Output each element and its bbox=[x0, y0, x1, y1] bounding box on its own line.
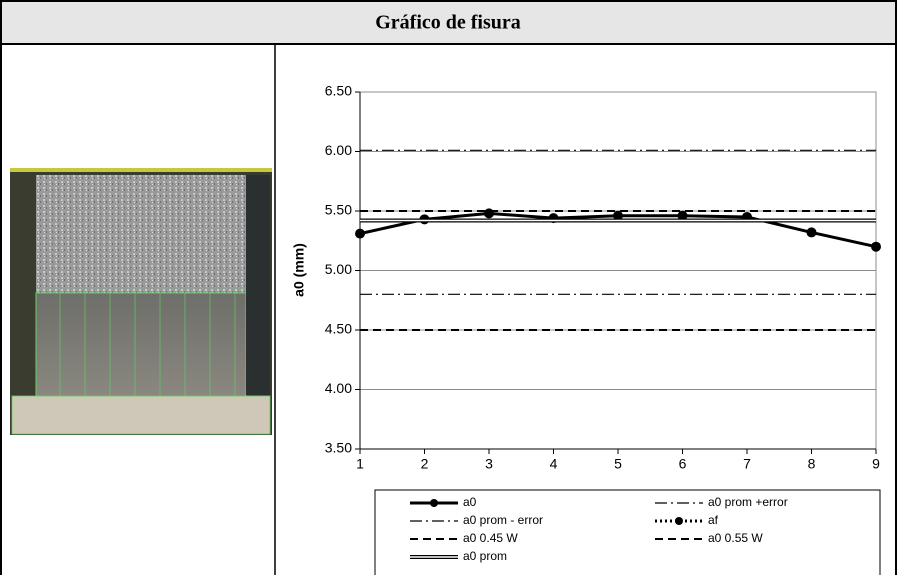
legend-label: a0 0.45 W bbox=[463, 531, 518, 545]
x-tick-label: 8 bbox=[808, 456, 816, 472]
x-tick-label: 1 bbox=[356, 456, 364, 472]
x-tick-label: 2 bbox=[421, 456, 429, 472]
legend-marker bbox=[675, 517, 683, 525]
y-tick-label: 4.00 bbox=[325, 380, 352, 396]
chart-title: Gráfico de fisura bbox=[375, 12, 521, 34]
point bbox=[355, 228, 365, 239]
y-tick-label: 5.50 bbox=[325, 202, 352, 218]
y-axis-label: a0 (mm) bbox=[291, 243, 307, 297]
y-tick-label: 5.00 bbox=[325, 261, 352, 277]
x-tick-label: 7 bbox=[743, 456, 751, 472]
legend-marker bbox=[430, 499, 438, 507]
legend-label: a0 bbox=[463, 495, 477, 509]
x-tick-label: 5 bbox=[614, 456, 622, 472]
point bbox=[806, 227, 817, 238]
point bbox=[871, 241, 881, 252]
legend-label: af bbox=[708, 513, 719, 527]
y-tick-label: 6.00 bbox=[325, 142, 352, 158]
header-bar bbox=[0, 0, 897, 45]
x-tick-label: 6 bbox=[679, 456, 687, 472]
point bbox=[613, 210, 623, 221]
legend bbox=[374, 489, 881, 580]
specimen-photo bbox=[10, 168, 272, 435]
x-tick-label: 3 bbox=[485, 456, 493, 472]
y-tick-label: 3.50 bbox=[325, 440, 352, 456]
legend-label: a0 prom bbox=[463, 549, 507, 563]
y-tick-label: 6.50 bbox=[325, 83, 352, 99]
legend-label: a0 prom - error bbox=[463, 513, 543, 527]
y-tick-label: 4.50 bbox=[325, 321, 352, 337]
x-tick-label: 4 bbox=[550, 456, 558, 472]
point bbox=[677, 210, 688, 221]
x-tick-label: 9 bbox=[872, 456, 880, 472]
point bbox=[484, 208, 494, 219]
legend-label: a0 prom +error bbox=[708, 495, 788, 509]
legend-label: a0 0.55 W bbox=[708, 531, 763, 545]
